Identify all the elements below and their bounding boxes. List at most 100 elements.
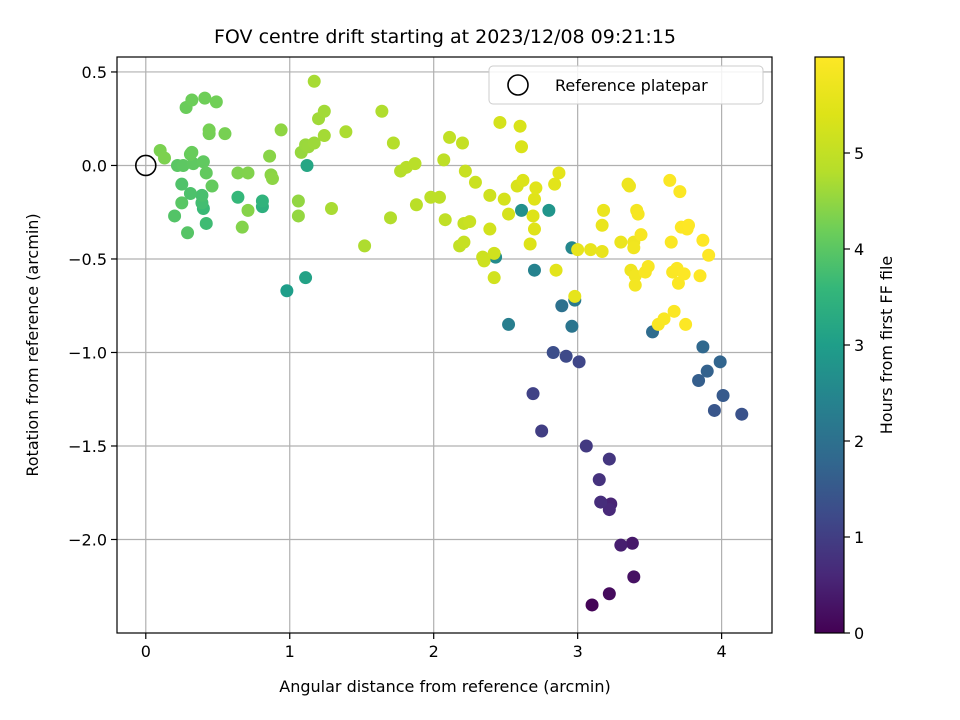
colorbar: 0 1 2 3 4 5 Hours from first FF file — [814, 56, 896, 643]
data-point — [181, 226, 195, 240]
legend-box — [488, 65, 764, 105]
data-point — [707, 403, 721, 417]
data-point — [324, 201, 338, 215]
data-point — [209, 95, 223, 109]
plot-frame — [116, 56, 773, 634]
data-point — [175, 196, 189, 210]
data-point — [231, 190, 245, 204]
x-tick-label: 3 — [573, 642, 583, 661]
data-point — [523, 237, 537, 251]
y-tick-label: −0.5 — [68, 250, 107, 269]
legend: Reference platepar — [488, 65, 764, 105]
colorbar-tick-label: 4 — [854, 240, 864, 259]
x-axis-label: Angular distance from reference (arcmin) — [279, 677, 610, 696]
data-point — [526, 209, 540, 223]
data-point — [384, 211, 398, 225]
data-point — [515, 203, 529, 217]
data-point — [535, 424, 549, 438]
data-point — [280, 284, 294, 298]
data-point — [291, 194, 305, 208]
colorbar-tick-label: 1 — [854, 528, 864, 547]
data-point — [628, 269, 642, 283]
y-tick-label: 0.0 — [82, 156, 107, 175]
legend-label: Reference platepar — [555, 76, 708, 95]
data-point — [502, 317, 516, 331]
data-point — [667, 304, 681, 318]
data-point — [458, 164, 472, 178]
data-point — [631, 207, 645, 221]
data-point — [671, 276, 685, 290]
data-point — [231, 166, 245, 180]
grid — [117, 57, 772, 633]
data-point — [483, 188, 497, 202]
data-point — [183, 187, 197, 201]
data-point — [546, 345, 560, 359]
data-point — [176, 158, 190, 172]
data-point — [255, 194, 269, 208]
data-point — [527, 222, 541, 236]
data-point — [299, 271, 313, 285]
data-point — [592, 473, 606, 487]
data-point — [291, 209, 305, 223]
data-point — [602, 587, 616, 601]
colorbar-tick-label: 2 — [854, 432, 864, 451]
data-point — [168, 209, 182, 223]
data-point — [584, 243, 598, 257]
data-point — [198, 91, 212, 105]
data-point — [513, 119, 527, 133]
data-point — [700, 364, 714, 378]
data-point — [693, 269, 707, 283]
colorbar-label: Hours from first FF file — [877, 256, 896, 435]
data-point — [463, 215, 477, 229]
data-point — [628, 278, 642, 292]
data-point — [634, 228, 648, 242]
data-point — [317, 129, 331, 143]
chart-title: FOV centre drift starting at 2023/12/08 … — [214, 26, 676, 48]
x-tick-label: 1 — [285, 642, 295, 661]
data-point — [549, 263, 563, 277]
data-point — [432, 190, 446, 204]
x-tick-label: 2 — [429, 642, 439, 661]
data-point — [307, 136, 321, 150]
data-point — [300, 158, 314, 172]
data-point — [386, 136, 400, 150]
data-point — [625, 536, 639, 550]
data-point — [526, 387, 540, 401]
data-point — [185, 145, 199, 159]
data-point — [375, 104, 389, 118]
data-point — [199, 166, 213, 180]
data-point — [679, 317, 693, 331]
data-point — [602, 452, 616, 466]
data-point — [696, 233, 710, 247]
data-point — [235, 220, 249, 234]
data-point — [457, 235, 471, 249]
data-point — [664, 235, 678, 249]
y-tick-label: −2.0 — [68, 530, 107, 549]
data-point — [202, 123, 216, 137]
data-point — [487, 271, 501, 285]
data-point — [641, 259, 655, 273]
data-point — [552, 166, 566, 180]
data-point — [559, 349, 573, 363]
data-point — [175, 177, 189, 191]
x-tick-label: 0 — [141, 642, 151, 661]
data-point — [529, 181, 543, 195]
data-point — [702, 248, 716, 262]
data-point — [716, 388, 730, 402]
data-point — [502, 207, 516, 221]
y-tick-label: −1.5 — [68, 437, 107, 456]
data-point — [555, 299, 569, 313]
points-layer — [153, 74, 749, 612]
colorbar-tick-label: 3 — [854, 336, 864, 355]
data-point — [627, 570, 641, 584]
data-point — [185, 93, 199, 107]
data-point — [673, 185, 687, 199]
data-point — [713, 355, 727, 369]
data-point — [594, 495, 608, 509]
data-point — [663, 173, 677, 187]
y-tick-label: 0.5 — [82, 63, 107, 82]
data-point — [579, 439, 593, 453]
colorbar-tick-label: 5 — [854, 144, 864, 163]
data-point — [682, 218, 696, 232]
colorbar-tick-label: 0 — [854, 624, 864, 643]
